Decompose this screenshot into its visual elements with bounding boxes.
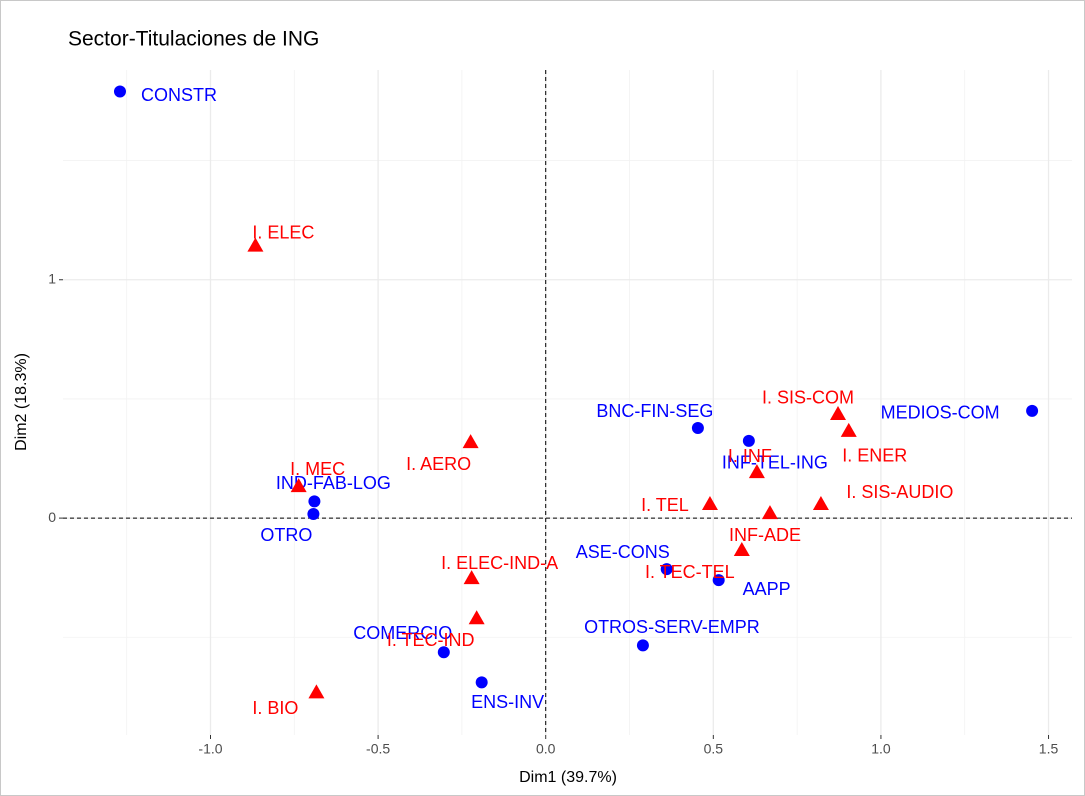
point [462, 434, 479, 449]
point [761, 505, 778, 520]
point [660, 563, 673, 576]
y-axis-label: Dim2 (18.3%) [13, 353, 30, 451]
point-label: I. BIO [252, 698, 298, 718]
point [308, 495, 321, 508]
point-label: I. ELEC [252, 222, 314, 242]
point-label: MEDIOS-COM [881, 403, 1000, 423]
point [468, 610, 485, 625]
y-tick-label: 0 [48, 509, 56, 525]
point-label: INF-TEL-ING [722, 453, 828, 473]
x-tick-label: 1.5 [1039, 741, 1059, 757]
x-tick-label: -1.0 [198, 741, 222, 757]
chart-title: Sector-Titulaciones de ING [68, 28, 319, 51]
point-label: INF-ADE [729, 525, 801, 545]
point [733, 542, 750, 557]
point [1026, 404, 1039, 417]
point [463, 570, 480, 585]
point [437, 646, 450, 659]
point [113, 85, 126, 98]
x-tick-label: -0.5 [366, 741, 390, 757]
x-tick-label: 1.0 [871, 741, 891, 757]
point [307, 508, 320, 521]
point-label: I. ENER [842, 446, 907, 466]
point-label: I. INF [728, 446, 772, 466]
point [742, 434, 755, 447]
point-label: I. SIS-COM [762, 388, 854, 408]
point-label: BNC-FIN-SEG [596, 401, 713, 421]
point-label: CONSTR [141, 85, 217, 105]
point [691, 422, 704, 435]
point-label: ASE-CONS [576, 542, 670, 562]
x-tick-label: 0.0 [536, 741, 556, 757]
point [636, 639, 649, 652]
point [840, 422, 857, 437]
point [290, 478, 307, 493]
point [748, 464, 765, 479]
point-label: COMERCIO [353, 623, 452, 643]
point-label: OTROS-SERV-EMPR [584, 617, 760, 637]
point [712, 574, 725, 587]
point-label: I. TEL [641, 495, 689, 515]
point-label: I. TEC-IND [387, 630, 475, 650]
point-label: I. TEC-TEL [645, 562, 735, 582]
point [701, 496, 718, 511]
point [812, 496, 829, 511]
x-tick-label: 0.5 [704, 741, 724, 757]
point-label: I. AERO [406, 454, 471, 474]
point [247, 237, 264, 252]
point-label: ENS-INV [471, 692, 544, 712]
point-label: IND-FAB-LOG [276, 473, 391, 493]
point [475, 676, 488, 689]
y-tick-label: 1 [48, 270, 56, 286]
point-label: AAPP [743, 579, 791, 599]
point-label: I. MEC [290, 459, 345, 479]
point [830, 405, 847, 420]
x-axis-label: Dim1 (39.7%) [519, 769, 617, 786]
point-label: I. ELEC-IND-A [441, 553, 558, 573]
point-label: I. SIS-AUDIO [846, 482, 953, 502]
point-label: OTRO [260, 525, 312, 545]
point [308, 684, 325, 699]
